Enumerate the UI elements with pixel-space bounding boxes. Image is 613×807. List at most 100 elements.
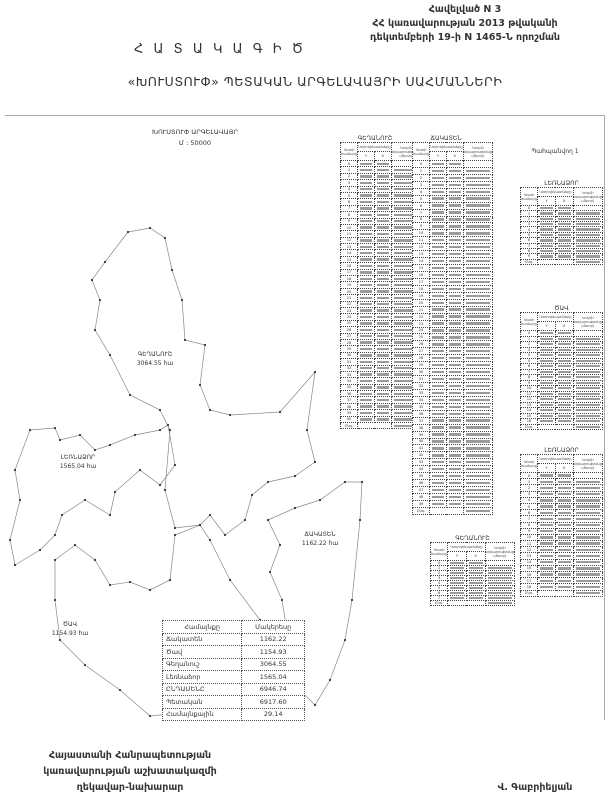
point-number: 9 xyxy=(411,222,431,231)
table-row: 3 xyxy=(519,346,604,353)
coordinate-table-title: ԳԵՂԱՆՈՒՇ xyxy=(455,535,490,542)
map-label-lernadzor: ԼԵՌՆԱՁՈՐ 1565.04 հա xyxy=(59,454,97,470)
point-number: 11 xyxy=(519,390,539,397)
table-row: 11 xyxy=(411,236,494,245)
boundary-vertex xyxy=(313,460,317,464)
table-row: 0 xyxy=(519,330,604,337)
geghanush-boundary xyxy=(91,227,316,536)
table-header: Կետի համարը Կոորդինատները Կողմի երկարությո… xyxy=(411,142,494,161)
table-row: 18 xyxy=(411,284,494,293)
map-title: ԽՈՒՍՏՈՒՓ ԱՐԳԵԼԱՎԱՅՐ xyxy=(152,128,238,136)
table-header: Կետի համարը Կոորդինատները Կողմի երկարությո… xyxy=(339,142,422,161)
coordinate-table: Կետի համարը Կոորդինատները Կողմի երկարությո… xyxy=(519,187,604,265)
boundary-vertex xyxy=(103,260,107,264)
table-row: 9 xyxy=(519,379,604,386)
table-row: 4 xyxy=(519,352,604,359)
table-row: 44 xyxy=(411,465,494,474)
point-number: 31 xyxy=(339,358,359,366)
coordinate-table: Կետի համարը Կոորդինատները Կողմի երկարությո… xyxy=(411,142,494,515)
table-row: 36 xyxy=(411,409,494,418)
table-header: Կետի համարը Կոորդինատները Կողմի երկարությո… xyxy=(519,187,604,206)
table-row: Լեռնաձոր 1565.04 xyxy=(161,670,305,684)
boundary-vertex xyxy=(350,598,354,602)
point-number: 40 xyxy=(411,437,431,446)
boundary-vertex xyxy=(198,383,202,387)
map-scale: Մ : 50000 xyxy=(178,139,212,147)
boundary-vertex xyxy=(166,423,170,427)
point-number: 41 xyxy=(411,444,431,453)
boundary-vertex xyxy=(163,488,167,492)
point-number: 37 xyxy=(339,396,359,404)
point-number: 47 xyxy=(411,486,431,494)
coordinate-table: Կետի համարը Կոորդինատները Կողմի երկարությո… xyxy=(429,542,516,606)
point-number: 17 xyxy=(339,268,359,277)
map-label-chakaten: ՃԱԿԱՏԵՆ 1162.22 հա xyxy=(301,531,339,547)
boundary-vertex xyxy=(168,578,172,582)
boundary-vertex xyxy=(173,526,177,530)
boundary-vertex xyxy=(93,328,97,332)
point-number: 12 xyxy=(519,396,539,403)
boundary-vertex xyxy=(53,426,57,430)
table-row: 27 xyxy=(339,332,422,340)
boundary-vertex xyxy=(180,298,184,302)
boundary-vertex xyxy=(208,513,212,517)
point-number: 26 xyxy=(411,340,431,349)
table-row: 18 xyxy=(339,274,422,283)
map-label-geghanush: ԳԵՂԱՆՈՒՇ 3064.55 հա xyxy=(136,351,174,367)
point-number: 24 xyxy=(339,313,359,321)
table-row: 1 xyxy=(519,335,604,342)
table-total-row: Ընդ. xyxy=(339,421,422,430)
point-number: 28 xyxy=(339,338,359,347)
boundary-vertex xyxy=(203,343,207,347)
point-number: 20 xyxy=(411,298,431,307)
boundary-vertex xyxy=(343,480,347,484)
point-number: 17 xyxy=(411,277,431,286)
point-number: 25 xyxy=(411,333,431,342)
boundary-vertex xyxy=(158,408,162,412)
boundary-vertex xyxy=(208,408,212,412)
signatory-name: Վ. Գաբրիելյան xyxy=(497,782,573,793)
table-row: 26 xyxy=(339,326,422,334)
point-number: 3 xyxy=(519,346,539,353)
point-number: 16 xyxy=(339,262,359,270)
point-number: 4 xyxy=(411,187,431,196)
point-number: 34 xyxy=(339,377,359,385)
table-row: 0 xyxy=(339,159,422,168)
map-label-tsav: ԾԱՎ 1154.93 հա xyxy=(51,621,89,637)
table-row: 15 xyxy=(339,255,422,264)
table-row: 13 xyxy=(411,250,494,259)
table-row: 14 xyxy=(339,249,422,257)
point-number: 1 xyxy=(411,166,431,175)
table-row: 5 xyxy=(411,194,494,203)
point-number: 13 xyxy=(519,401,539,408)
table-row: 33 xyxy=(411,388,494,397)
point-number: 10 xyxy=(411,229,431,238)
point-number: 33 xyxy=(411,388,431,397)
table-row: 14 xyxy=(411,257,494,266)
point-number: 34 xyxy=(411,395,431,404)
table-row: 36 xyxy=(339,390,422,398)
boundary-vertex xyxy=(38,548,42,552)
table-row: 7 xyxy=(519,368,604,375)
point-number: 37 xyxy=(411,416,431,425)
table-row: 28 xyxy=(339,338,422,347)
boundary-vertex xyxy=(173,463,177,467)
point-number: 6 xyxy=(519,363,539,370)
boundary-vertex xyxy=(83,663,87,667)
table-row: 34 xyxy=(411,395,494,404)
table-row: 40 xyxy=(411,437,494,446)
point-number: 35 xyxy=(411,402,431,411)
point-number: 5 xyxy=(411,194,431,203)
boundary-vertex xyxy=(158,428,162,432)
table-header: Համայնքը Մակերեսը xyxy=(161,620,305,634)
point-number: 48 xyxy=(411,493,431,501)
lernadzor-boundary xyxy=(9,424,176,566)
table-row: 31 xyxy=(411,375,494,383)
boundary-vertex xyxy=(170,268,174,272)
point-number: 32 xyxy=(339,364,359,372)
boundary-vertex xyxy=(158,483,162,487)
boundary-vertex xyxy=(183,338,187,342)
table-row: 19 xyxy=(411,291,494,300)
coordinate-table-title: ԾԱՎ xyxy=(554,305,569,312)
table-row: 15 xyxy=(411,264,494,272)
